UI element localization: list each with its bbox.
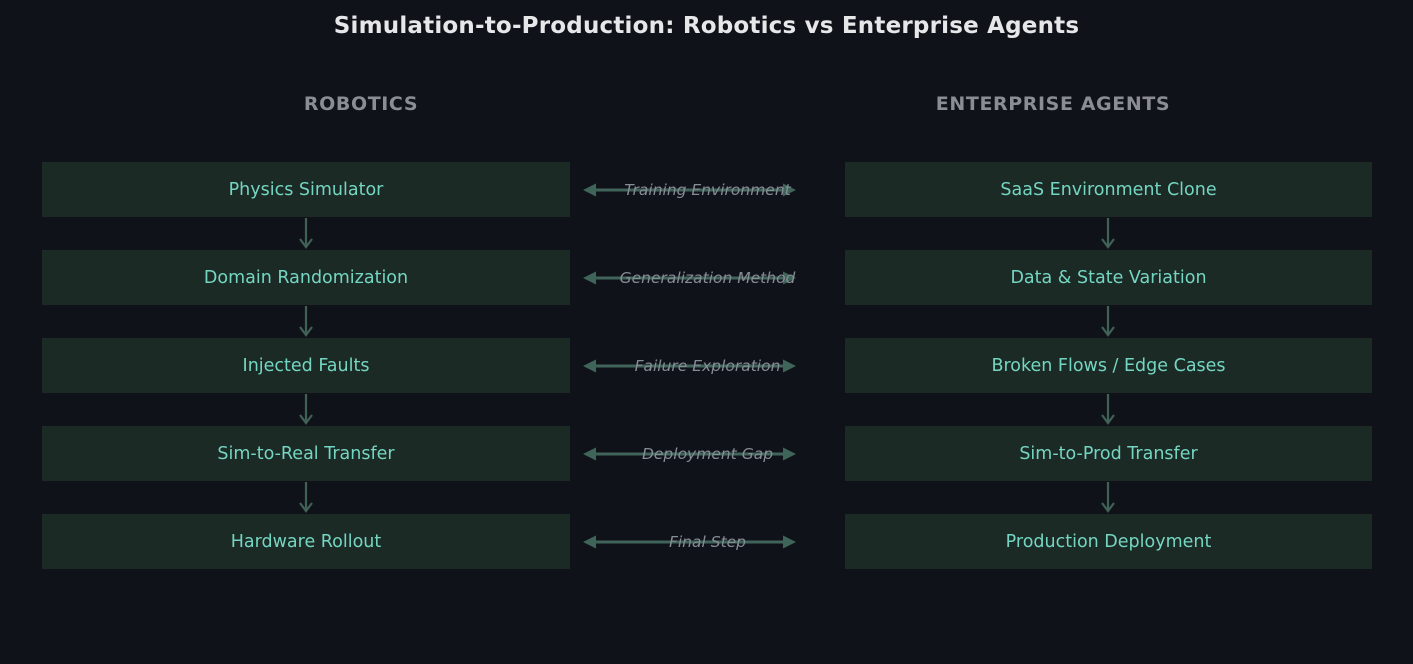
mapping-failure-exploration: Failure Exploration xyxy=(570,338,845,393)
down-arrow-icon xyxy=(296,481,316,514)
node-label: Domain Randomization xyxy=(203,267,409,288)
node-label: Physics Simulator xyxy=(228,179,384,200)
node-label: Broken Flows / Edge Cases xyxy=(991,355,1226,376)
mapping-label: Generalization Method xyxy=(619,268,796,287)
node-label: Injected Faults xyxy=(242,355,370,376)
node-label: SaaS Environment Clone xyxy=(1000,179,1217,200)
double-arrow-icon xyxy=(583,535,796,548)
node-enterprise-production-deployment: Production Deployment xyxy=(845,514,1372,569)
node-enterprise-broken-flows-edge-cases: Broken Flows / Edge Cases xyxy=(845,338,1372,393)
down-arrow-icon xyxy=(1098,393,1118,426)
down-arrow-icon xyxy=(296,393,316,426)
node-label: Sim-to-Prod Transfer xyxy=(1019,443,1198,464)
column-header-enterprise: ENTERPRISE AGENTS xyxy=(935,93,1171,115)
node-robotics-injected-faults: Injected Faults xyxy=(42,338,570,393)
node-label: Production Deployment xyxy=(1005,531,1212,552)
node-robotics-hardware-rollout: Hardware Rollout xyxy=(42,514,570,569)
down-arrow-icon xyxy=(296,305,316,338)
down-arrow-icon xyxy=(1098,217,1118,250)
down-arrow-icon xyxy=(296,217,316,250)
diagram-title: Simulation-to-Production: Robotics vs En… xyxy=(333,13,1080,39)
mapping-label: Final Step xyxy=(668,532,747,551)
mapping-deployment-gap: Deployment Gap xyxy=(570,426,845,481)
mapping-final-step: Final Step xyxy=(570,514,845,569)
down-arrow-icon xyxy=(1098,481,1118,514)
column-header-robotics: ROBOTICS xyxy=(303,93,419,115)
node-label: Data & State Variation xyxy=(1010,267,1207,288)
mapping-generalization-method: Generalization Method xyxy=(570,250,845,305)
node-enterprise-data-state-variation: Data & State Variation xyxy=(845,250,1372,305)
node-enterprise-sim-to-prod-transfer: Sim-to-Prod Transfer xyxy=(845,426,1372,481)
node-label: Sim-to-Real Transfer xyxy=(217,443,395,464)
mapping-training-environment: Training Environment xyxy=(570,162,845,217)
mapping-label: Training Environment xyxy=(624,180,791,199)
node-robotics-physics-simulator: Physics Simulator xyxy=(42,162,570,217)
node-enterprise-saas-environment-clone: SaaS Environment Clone xyxy=(845,162,1372,217)
double-arrow-icon xyxy=(583,271,796,284)
double-arrow-icon xyxy=(583,183,796,196)
mapping-label: Failure Exploration xyxy=(634,356,781,375)
double-arrow-icon xyxy=(583,359,796,372)
double-arrow-icon xyxy=(583,447,796,460)
node-label: Hardware Rollout xyxy=(230,531,382,552)
node-robotics-domain-randomization: Domain Randomization xyxy=(42,250,570,305)
node-robotics-sim-to-real-transfer: Sim-to-Real Transfer xyxy=(42,426,570,481)
mapping-label: Deployment Gap xyxy=(641,444,774,463)
down-arrow-icon xyxy=(1098,305,1118,338)
